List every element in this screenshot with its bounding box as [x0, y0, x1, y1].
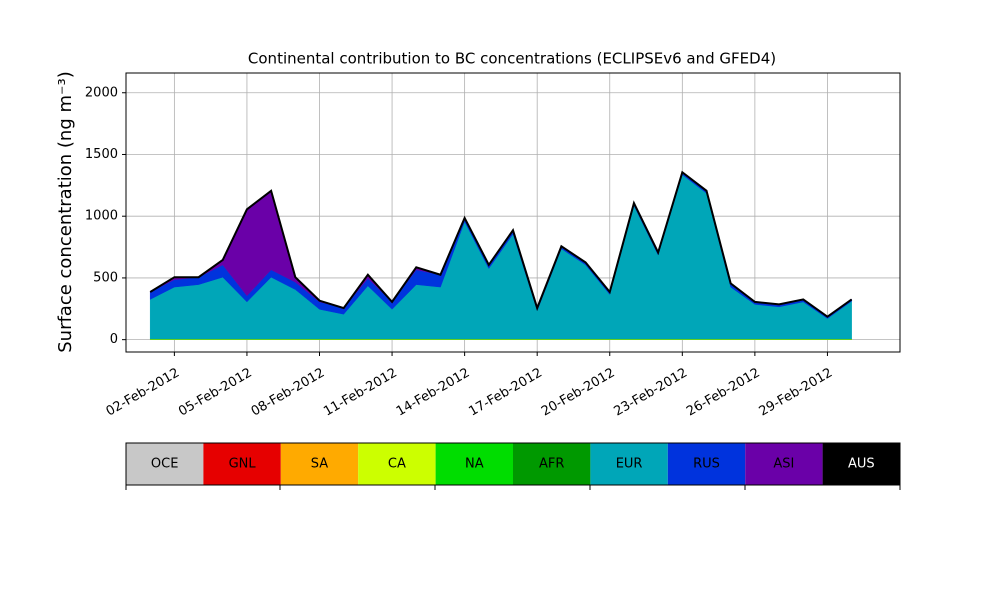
legend-swatch: [667, 443, 746, 485]
y-tick-label: 500: [93, 270, 118, 285]
legend-swatch: [358, 443, 436, 485]
legend-label: AFR: [539, 457, 564, 472]
legend-swatch: [513, 443, 591, 485]
legend-swatch: [822, 443, 900, 485]
legend-label: CA: [388, 457, 406, 472]
legend-label: OCE: [151, 457, 179, 472]
legend-swatch: [280, 443, 359, 485]
legend-swatch: [203, 443, 281, 485]
x-tick-label: 17-Feb-2012: [466, 366, 545, 420]
legend-label: SA: [311, 457, 328, 472]
legend-label: NA: [465, 457, 484, 472]
x-tick-label: 26-Feb-2012: [684, 366, 763, 420]
y-tick-label: 0: [110, 332, 118, 347]
chart-title: Continental contribution to BC concentra…: [248, 50, 776, 68]
x-tick-label: 02-Feb-2012: [104, 366, 183, 420]
x-tick-label: 08-Feb-2012: [249, 366, 328, 420]
legend-swatch: [126, 443, 204, 485]
legend-label: GNL: [229, 457, 257, 472]
legend-swatch: [745, 443, 823, 485]
y-axis-label: Surface concentration (ng m⁻³): [55, 71, 76, 353]
plot-frame: [125, 72, 901, 353]
colorbar-ticks: [125, 485, 901, 490]
legend-label: ASI: [773, 457, 794, 472]
y-tick-label: 1500: [85, 147, 118, 162]
legend-frame: [125, 442, 901, 486]
x-tick-label: 14-Feb-2012: [394, 366, 473, 420]
x-tick-label: 23-Feb-2012: [612, 366, 691, 420]
x-tick-label: 05-Feb-2012: [176, 366, 255, 420]
legend-label: RUS: [693, 457, 720, 472]
y-tick-label: 1000: [85, 209, 118, 224]
area: [149, 170, 853, 318]
x-tick-label: 11-Feb-2012: [321, 366, 400, 420]
legend-swatch: [590, 443, 668, 485]
legend-label: EUR: [616, 457, 643, 472]
x-tick-label: 29-Feb-2012: [757, 366, 836, 420]
legend-label: AUS: [848, 457, 875, 472]
legend-swatch: [435, 443, 513, 485]
x-tick-label: 20-Feb-2012: [539, 366, 618, 420]
y-tick-label: 2000: [85, 85, 118, 100]
